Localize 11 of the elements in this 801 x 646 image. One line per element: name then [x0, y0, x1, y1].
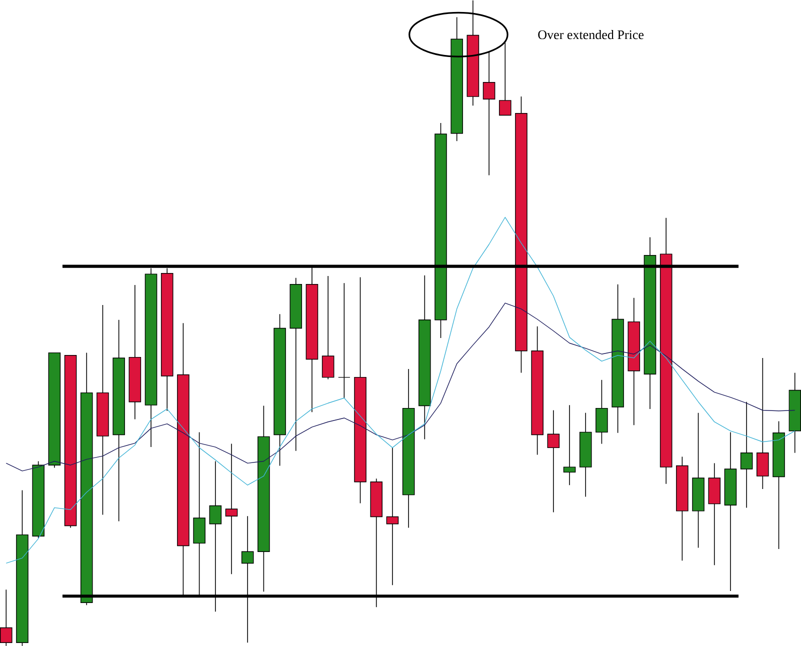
candlestick: [740, 401, 753, 508]
candlestick: [338, 282, 350, 398]
candlestick: [225, 443, 238, 574]
candlestick: [756, 357, 769, 490]
annotation: Over extended Price: [538, 30, 644, 40]
candlestick: [547, 410, 560, 513]
candlestick: [596, 379, 608, 444]
candlestick: [322, 275, 334, 380]
candlestick: [0, 589, 12, 646]
candlestick: [386, 447, 399, 586]
candlestick: [563, 404, 576, 486]
